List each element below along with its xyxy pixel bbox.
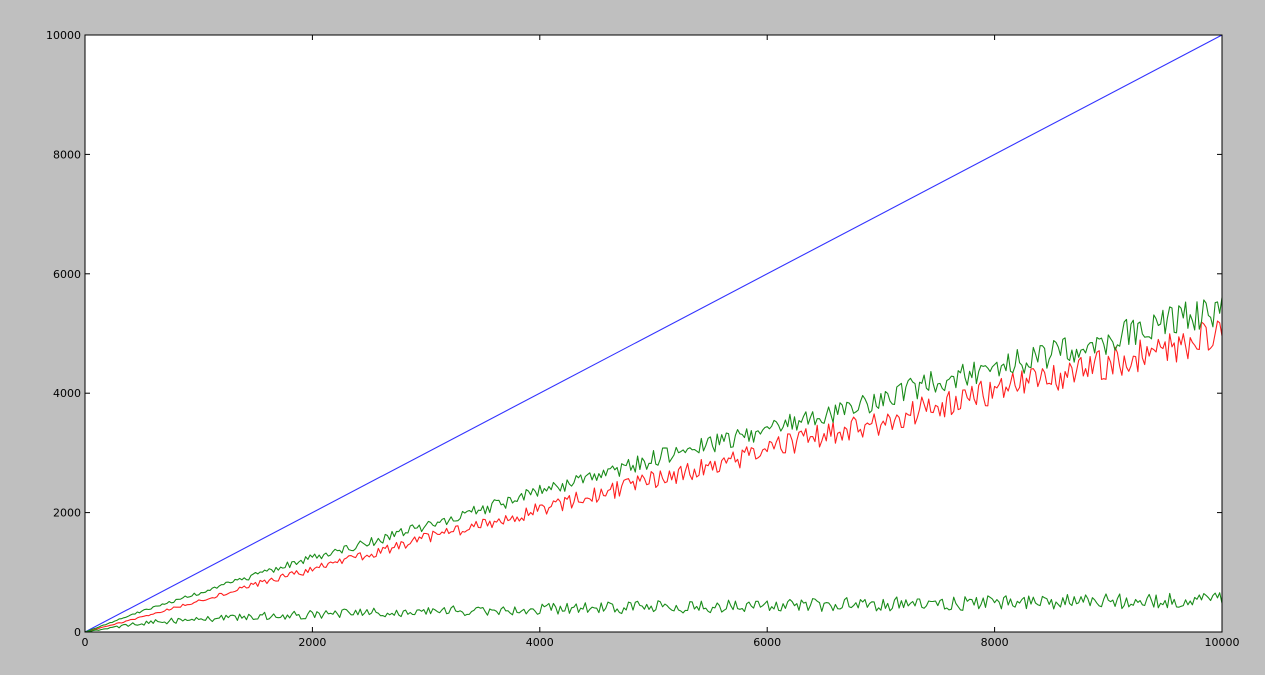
x-tick-label: 6000: [753, 636, 781, 649]
y-tick-label: 0: [74, 626, 81, 639]
series-line-3: [84, 592, 1223, 633]
y-tick-label: 2000: [53, 507, 81, 520]
y-tick-label: 8000: [53, 148, 81, 161]
y-tick-label: 6000: [53, 268, 81, 281]
y-tick-label: 10000: [46, 29, 81, 42]
x-tick-label: 0: [82, 636, 89, 649]
ticks-layer: 0 2000 4000 6000 8000 10000 0 2000 4000 6000 8000 1…: [46, 29, 1240, 649]
x-tick-label: 2000: [298, 636, 326, 649]
x-tick-label: 4000: [526, 636, 554, 649]
x-tick-label: 8000: [981, 636, 1009, 649]
series-line-2: [84, 297, 1223, 633]
plot-frame: [84, 34, 1223, 633]
y-tick-label: 4000: [53, 387, 81, 400]
series-line-1: [84, 320, 1223, 633]
x-tick-label: 10000: [1205, 636, 1240, 649]
series-layer: [84, 34, 1223, 633]
series-line-0: [84, 34, 1223, 633]
